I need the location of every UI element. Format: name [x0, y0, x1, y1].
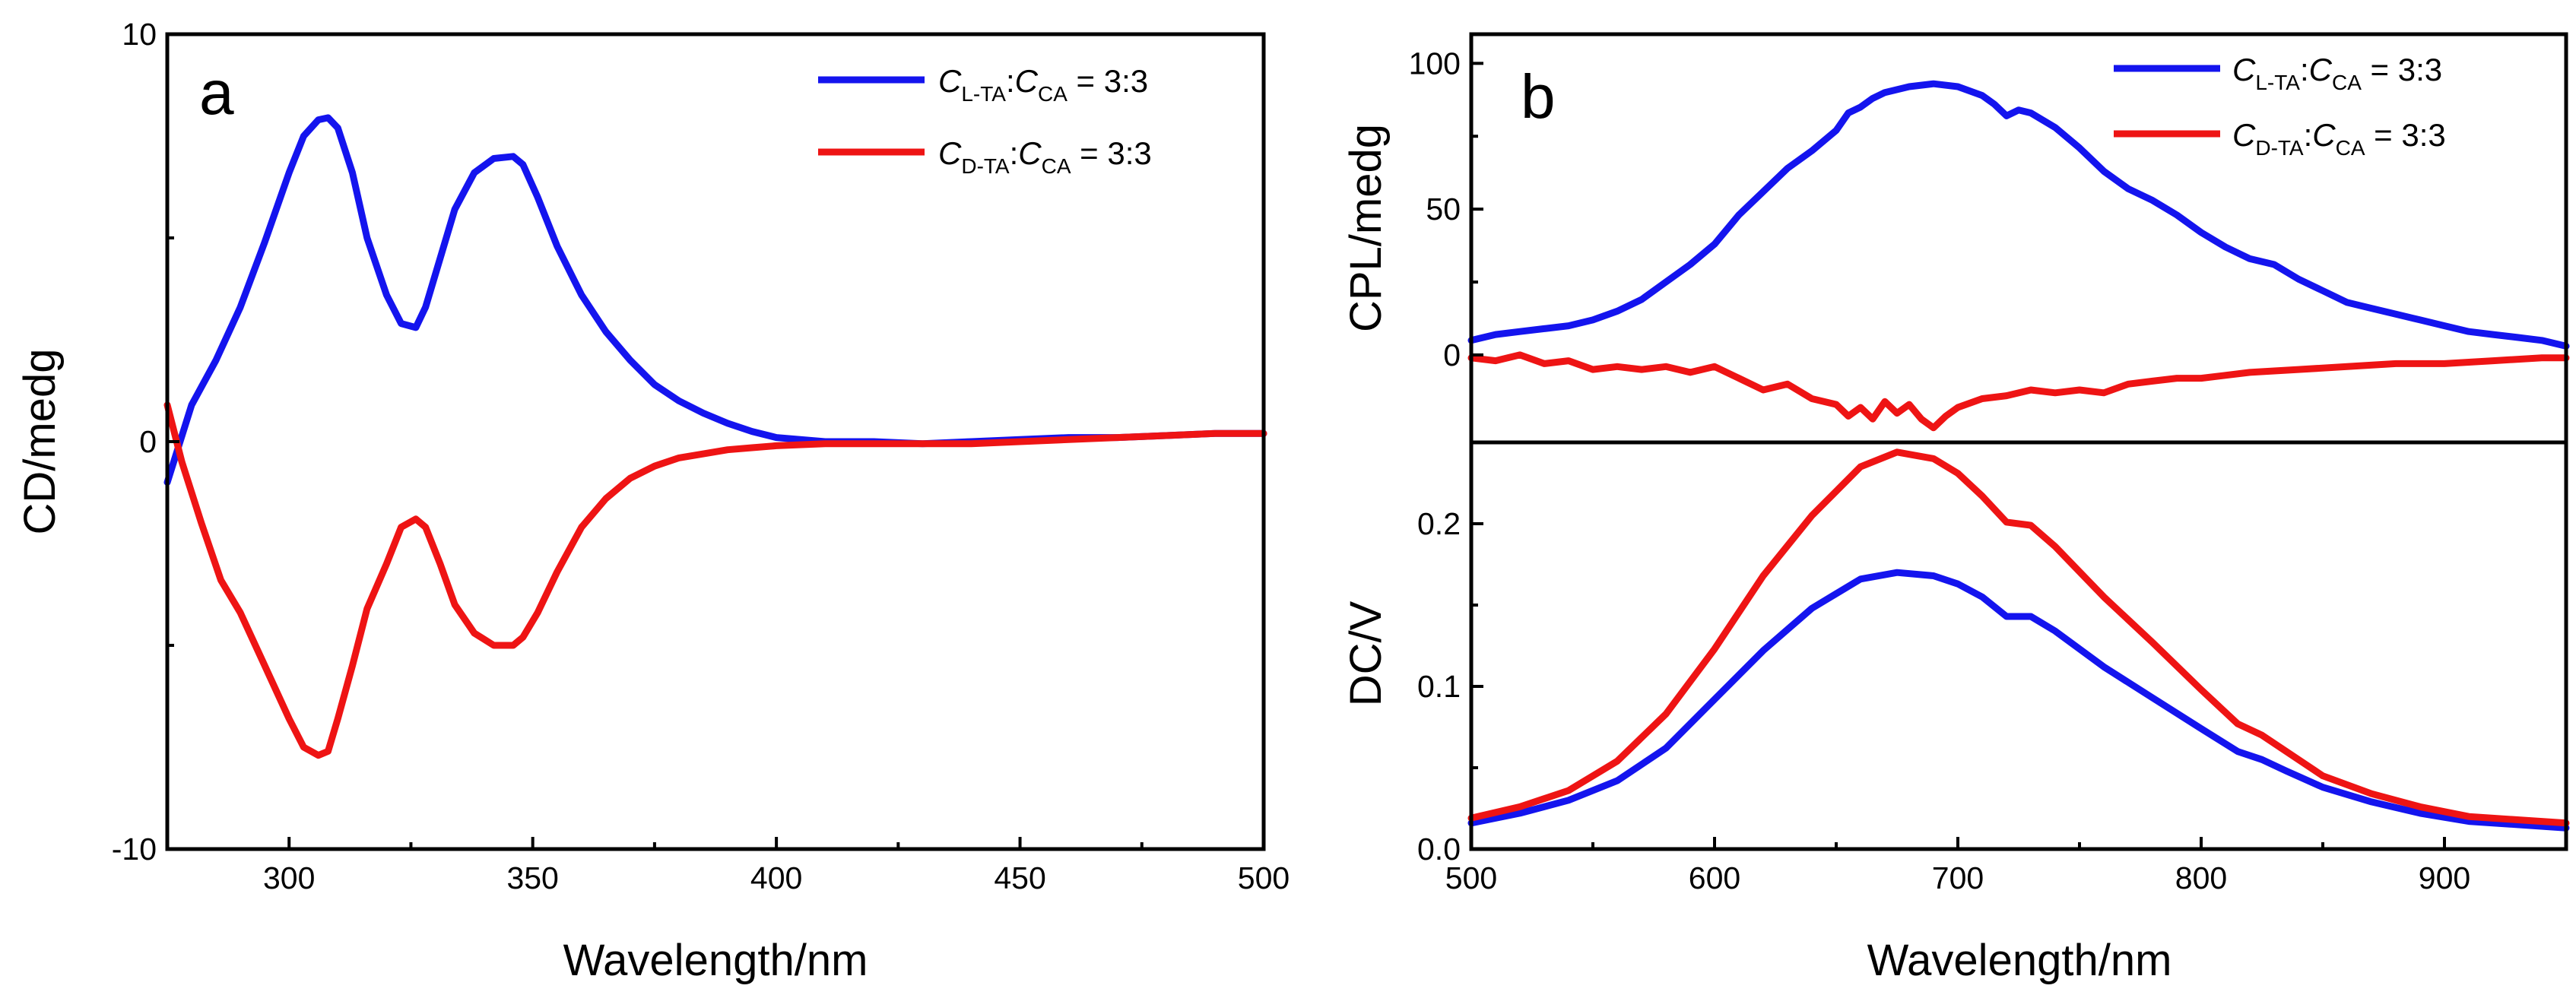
panel-b-top-y-axis-title: CPL/medg [1341, 124, 1391, 332]
panel-a-y-axis-title: CD/medg [15, 349, 65, 535]
panel-b-bottom-series [1467, 448, 2570, 832]
panel-a-series [163, 114, 1267, 759]
panel-b-top-series-d-ta [1467, 351, 2570, 432]
panel-b-legend-label-red: CD-TA:CCA = 3:3 [2232, 117, 2446, 160]
panel-b-legend-label-blue: CL-TA:CCA = 3:3 [2232, 52, 2442, 94]
panel-b-top-series-l-ta [1467, 80, 2570, 350]
panel-a-frame [165, 32, 1266, 851]
panel-b-bottom-x-tick-label: 500 [1445, 860, 1497, 895]
panel-a-x-axis-title: Wavelength/nm [563, 936, 868, 985]
panel-b-x-axis-title: Wavelength/nm [1867, 936, 2172, 985]
panel-b-top-y-tick-label: 0 [1443, 337, 1461, 372]
panel-a-x-tick-label: 300 [263, 860, 315, 895]
panel-a-y-tick-label: 0 [139, 424, 157, 459]
panel-b-top-series [1467, 80, 2570, 432]
panel-a: 300 350 400 450 500 -10 0 10 a CL-TA:CCA = 3:3 … [15, 17, 1290, 985]
panel-b-bottom-x-tick-label: 600 [1689, 860, 1740, 895]
panel-b-letter: b [1521, 62, 1556, 132]
panel-b: 0 50 100 500 600 700 800 900 0.0 0.1 0.2 b CL-TA:… [1341, 32, 2570, 985]
panel-a-legend-label-blue: CL-TA:CCA = 3:3 [938, 63, 1148, 106]
panel-a-x-tick-label: 400 [750, 860, 802, 895]
panel-a-letter: a [199, 59, 234, 128]
panel-a-x-tick-label: 350 [506, 860, 558, 895]
panel-b-bottom-ticks: 500 600 700 800 900 0.0 0.1 0.2 [1417, 506, 2568, 895]
panel-b-bottom-x-tick-label: 700 [1932, 860, 1984, 895]
panel-a-y-tick-label: 10 [122, 17, 157, 52]
panel-a-y-tick-label: -10 [112, 832, 157, 867]
panel-a-x-tick-label: 450 [994, 860, 1045, 895]
panel-b-bottom-y-tick-label: 0.2 [1417, 506, 1461, 541]
panel-b-bottom-x-tick-label: 900 [2419, 860, 2470, 895]
panel-b-bottom-series-d-ta [1467, 448, 2570, 827]
panel-b-bottom-y-axis-title: DC/V [1341, 600, 1391, 706]
panel-a-series-d-ta [163, 401, 1267, 759]
panel-b-top-y-tick-label: 100 [1409, 46, 1461, 81]
panel-a-series-l-ta [163, 114, 1267, 486]
panel-b-bottom-x-tick-label: 800 [2175, 860, 2227, 895]
panel-b-legend: CL-TA:CCA = 3:3 CD-TA:CCA = 3:3 [2114, 52, 2446, 160]
panel-a-legend: CL-TA:CCA = 3:3 CD-TA:CCA = 3:3 [818, 63, 1152, 178]
panel-b-top-y-tick-label: 50 [1426, 192, 1461, 227]
panel-b-top-ticks: 0 50 100 [1409, 46, 1483, 372]
panel-a-ticks: 300 350 400 450 500 -10 0 10 [112, 17, 1290, 895]
panel-b-bottom-y-tick-label: 0.1 [1417, 669, 1461, 704]
panel-b-bottom-y-tick-label: 0.0 [1417, 832, 1461, 867]
panel-a-legend-label-red: CD-TA:CCA = 3:3 [938, 135, 1152, 178]
panel-a-x-tick-label: 500 [1238, 860, 1290, 895]
panel-b-bottom-series-l-ta [1467, 569, 2570, 832]
